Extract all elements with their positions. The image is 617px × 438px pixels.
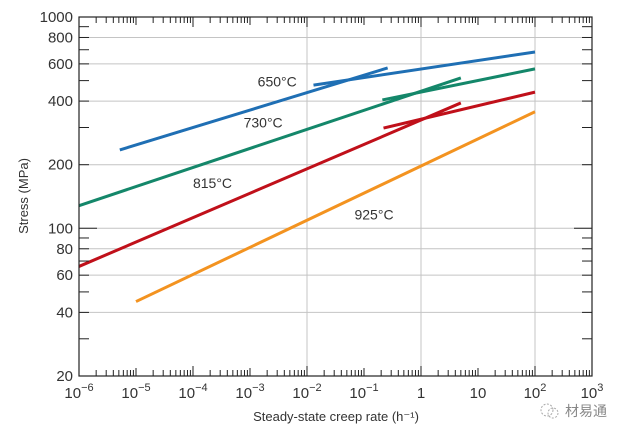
series-line-730 <box>382 67 536 102</box>
y-tick-label: 800 <box>48 29 73 46</box>
y-tick-label: 600 <box>48 56 73 73</box>
series-line-650 <box>313 50 536 87</box>
y-tick-label: 20 <box>56 368 73 385</box>
y-axis-title: Stress (MPa) <box>16 158 31 234</box>
x-tick-label: 10−3 <box>235 382 264 402</box>
plot-frame <box>78 16 593 377</box>
watermark: 材易通 <box>540 403 607 420</box>
x-tick-label: 1 <box>417 385 425 402</box>
y-tick-label: 1000 <box>40 9 73 26</box>
y-tick-label: 40 <box>56 304 73 321</box>
axes: 10−6 10−5 10−4 10−3 10−2 10−1 1 10 102 103 20 40 60 8… <box>40 9 604 402</box>
series-line-730 <box>78 76 462 208</box>
x-tick-label: 10−2 <box>292 382 321 402</box>
series-label-815: 815°C <box>193 175 232 191</box>
series-labels: 650°C 730°C 815°C 925°C <box>193 73 394 222</box>
y-tick-label: 200 <box>48 157 73 174</box>
grid <box>79 17 592 376</box>
x-tick-label: 10−4 <box>178 382 207 402</box>
x-tick-label: 103 <box>581 382 604 402</box>
series-label-650: 650°C <box>258 73 297 89</box>
y-tick-label: 100 <box>48 220 73 237</box>
y-tick-label: 80 <box>56 241 73 258</box>
x-tick-label: 10−1 <box>349 382 378 402</box>
x-tick-label: 102 <box>524 382 547 402</box>
x-tick-label: 10 <box>470 385 487 402</box>
series-line-815 <box>78 101 462 268</box>
series-line-815 <box>383 90 536 130</box>
series-line-925 <box>135 110 536 303</box>
x-tick-label: 10−6 <box>64 382 93 402</box>
series-label-730: 730°C <box>244 114 283 130</box>
y-tick-label: 400 <box>48 93 73 110</box>
watermark-text: 材易通 <box>565 404 607 420</box>
series-label-925: 925°C <box>354 207 393 223</box>
x-axis-title: Steady-state creep rate (h⁻¹) <box>253 409 419 424</box>
x-tick-label: 10−5 <box>121 382 150 402</box>
y-tick-label: 60 <box>56 267 73 284</box>
series-lines <box>78 50 536 303</box>
wechat-icon <box>540 403 559 419</box>
